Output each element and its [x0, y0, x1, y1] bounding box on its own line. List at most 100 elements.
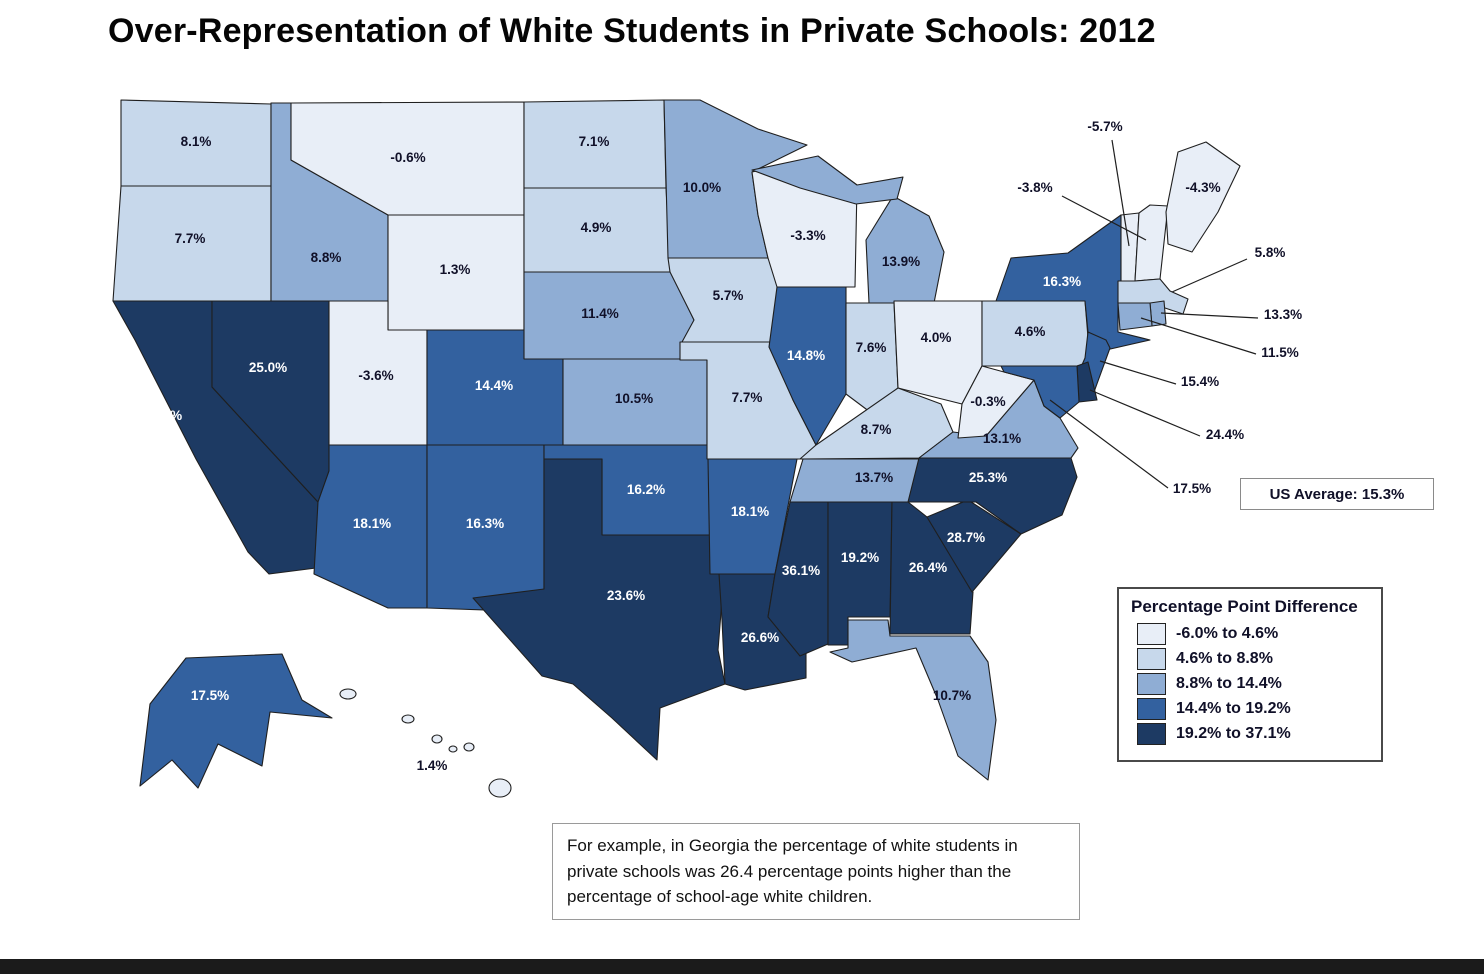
state-label-MT: -0.6%	[390, 150, 425, 165]
state-label-KY: 8.7%	[861, 422, 892, 437]
legend-item-3: 14.4% to 19.2%	[1137, 698, 1369, 720]
state-label-OR: 7.7%	[175, 231, 206, 246]
state-label-LA: 26.6%	[741, 630, 779, 645]
us-average-box: US Average: 15.3%	[1240, 478, 1434, 510]
state-label-NC: 25.3%	[969, 470, 1007, 485]
legend-rows: -6.0% to 4.6% 4.6% to 8.8% 8.8% to 14.4% 14…	[1131, 623, 1369, 745]
state-label-OH: 4.0%	[921, 330, 952, 345]
state-label-WI: -3.3%	[790, 228, 825, 243]
state-label-IA: 5.7%	[713, 288, 744, 303]
state-label-TX: 23.6%	[607, 588, 645, 603]
state-label-PA: 4.6%	[1015, 324, 1046, 339]
legend-label-2: 8.8% to 14.4%	[1176, 675, 1282, 692]
state-label-IN: 7.6%	[856, 340, 887, 355]
state-shape-NY	[995, 214, 1151, 351]
state-label-CO: 14.4%	[475, 378, 513, 393]
state-shape-SC	[926, 499, 1022, 593]
state-label-MO: 7.7%	[732, 390, 763, 405]
state-label-GA: 26.4%	[909, 560, 947, 575]
state-label-VA: 13.1%	[983, 431, 1021, 446]
state-shape-CT	[1117, 302, 1153, 331]
legend-swatch-3	[1137, 698, 1166, 720]
callout-line-MA	[1171, 258, 1248, 293]
state-label-MI: 13.9%	[882, 254, 920, 269]
callout-line-NH	[1061, 195, 1147, 241]
state-shape-HI	[488, 778, 512, 798]
callout-line-RI	[1160, 312, 1259, 319]
state-callout-label-MA: 5.8%	[1255, 245, 1286, 260]
legend-swatch-4	[1137, 723, 1166, 745]
state-shape-HI	[448, 745, 458, 753]
us-average-label: US Average: 15.3%	[1269, 485, 1405, 503]
state-label-WV: -0.3%	[970, 394, 1005, 409]
state-shape-HI	[401, 714, 415, 724]
state-shape-MI	[865, 195, 945, 304]
state-label-MS: 36.1%	[782, 563, 820, 578]
state-shape-OH	[893, 300, 983, 405]
legend-label-0: -6.0% to 4.6%	[1176, 625, 1279, 642]
callout-line-MD	[1049, 399, 1169, 489]
legend-title: Percentage Point Difference	[1131, 597, 1358, 616]
state-shape-HI	[339, 688, 357, 700]
state-callout-label-NJ: 15.4%	[1181, 374, 1219, 389]
example-note-box: For example, in Georgia the percentage o…	[552, 823, 1080, 920]
state-shape-NC	[907, 457, 1078, 535]
bottom-bar	[0, 959, 1484, 974]
page-title: Over-Representation of White Students in…	[108, 12, 1156, 50]
state-label-MN: 10.0%	[683, 180, 721, 195]
state-label-NY: 16.3%	[1043, 274, 1081, 289]
state-label-SC: 28.7%	[947, 530, 985, 545]
state-label-TN: 13.7%	[855, 470, 893, 485]
state-shape-FL	[829, 619, 997, 781]
legend-item-2: 8.8% to 14.4%	[1137, 673, 1369, 695]
state-label-NE: 11.4%	[581, 306, 619, 321]
state-callout-label-CT: 11.5%	[1261, 345, 1299, 360]
state-label-OK: 16.2%	[627, 482, 665, 497]
state-label-NM: 16.3%	[466, 516, 504, 531]
state-label-WY: 1.3%	[440, 262, 471, 277]
example-note-text: For example, in Georgia the percentage o…	[567, 836, 1018, 906]
state-label-ME: -4.3%	[1185, 180, 1220, 195]
legend-swatch-0	[1137, 623, 1166, 645]
state-label-CA: 20.8%	[144, 408, 182, 423]
state-callout-label-DE: 24.4%	[1206, 427, 1244, 442]
state-label-AK: 17.5%	[191, 688, 229, 703]
legend-item-4: 19.2% to 37.1%	[1137, 723, 1369, 745]
state-callout-label-NH: -3.8%	[1017, 180, 1052, 195]
state-callout-label-VT: -5.7%	[1087, 119, 1122, 134]
state-label-AR: 18.1%	[731, 504, 769, 519]
state-label-AL: 19.2%	[841, 550, 879, 565]
state-shape-MI	[751, 155, 904, 205]
state-label-WA: 8.1%	[181, 134, 212, 149]
state-callout-label-MD: 17.5%	[1173, 481, 1211, 496]
legend: Percentage Point Difference -6.0% to 4.6…	[1117, 587, 1383, 762]
state-label-ND: 7.1%	[579, 134, 610, 149]
state-label-UT: -3.6%	[358, 368, 393, 383]
callout-line-VT	[1111, 139, 1130, 247]
state-callout-label-RI: 13.3%	[1264, 307, 1302, 322]
state-shape-HI	[463, 742, 475, 752]
legend-label-3: 14.4% to 19.2%	[1176, 700, 1291, 717]
state-shape-TX	[472, 458, 726, 761]
legend-label-4: 19.2% to 37.1%	[1176, 725, 1291, 742]
legend-swatch-1	[1137, 648, 1166, 670]
state-label-SD: 4.9%	[581, 220, 612, 235]
state-shape-HI	[431, 734, 443, 744]
state-shape-NH	[1134, 204, 1169, 282]
legend-label-1: 4.6% to 8.8%	[1176, 650, 1273, 667]
state-label-ID: 8.8%	[311, 250, 342, 265]
state-label-AZ: 18.1%	[353, 516, 391, 531]
state-label-HI: 1.4%	[417, 758, 448, 773]
state-label-FL: 10.7%	[933, 688, 971, 703]
state-shape-AK	[139, 653, 333, 789]
state-label-IL: 14.8%	[787, 348, 825, 363]
state-label-KS: 10.5%	[615, 391, 653, 406]
state-shape-ME	[1165, 141, 1241, 253]
legend-item-0: -6.0% to 4.6%	[1137, 623, 1369, 645]
legend-item-1: 4.6% to 8.8%	[1137, 648, 1369, 670]
state-label-NV: 25.0%	[249, 360, 287, 375]
legend-swatch-2	[1137, 673, 1166, 695]
callout-line-NJ	[1099, 360, 1177, 385]
